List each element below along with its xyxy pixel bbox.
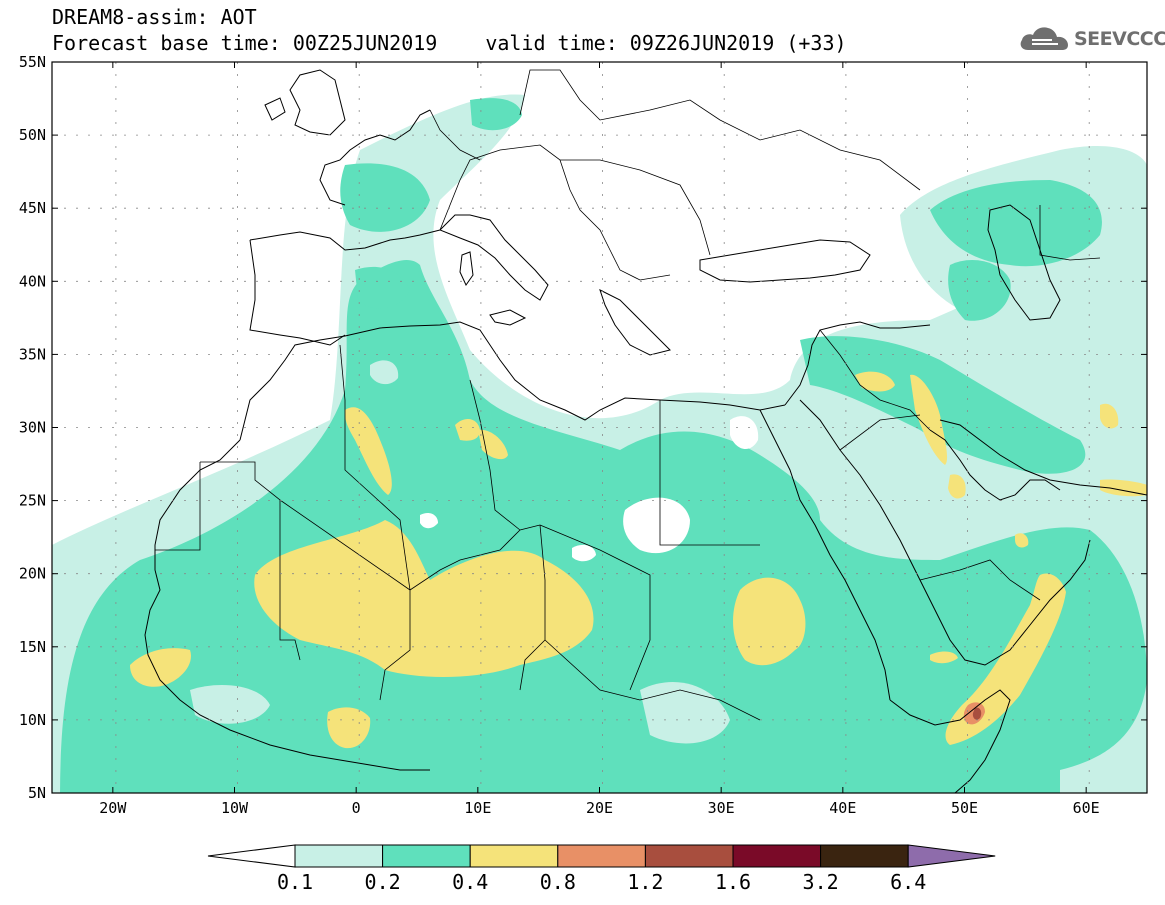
lat-tick-label: 35N	[19, 345, 46, 363]
colorbar-label: 0.2	[365, 870, 401, 894]
aot-field	[52, 62, 1147, 793]
lon-tick-label: 20W	[99, 799, 127, 817]
country-borders	[155, 69, 1101, 721]
lon-tick-label: 10E	[464, 799, 491, 817]
lon-tick-label: 30E	[708, 799, 735, 817]
lon-tick-label: 60E	[1073, 799, 1100, 817]
seevccc-logo: SEEVCCC	[1018, 22, 1165, 56]
lat-tick-label: 50N	[19, 126, 46, 144]
colorbar-label: 1.2	[627, 870, 663, 894]
colorbar-bin	[820, 844, 909, 868]
colorbar-label: 0.8	[540, 870, 576, 894]
aot-level-0.2	[60, 98, 1147, 793]
colorbar-label: 0.1	[277, 870, 313, 894]
cloud-icon	[1020, 27, 1068, 50]
lat-tick-label: 55N	[19, 53, 46, 71]
aot-level-0.4	[130, 371, 1147, 749]
colorbar-bin	[469, 844, 559, 868]
longitude-axis: 20W 10W 0 10E 20E 30E 40E 50E 60E	[99, 62, 1100, 817]
colorbar-bin	[644, 844, 734, 868]
latitude-axis: 55N 50N 45N 40N 35N 30N 25N 20N 15N 10N 5N	[19, 53, 1147, 802]
lon-tick-label: 0	[352, 799, 361, 817]
lat-tick-label: 20N	[19, 565, 46, 583]
colorbar-bin	[382, 844, 471, 868]
lat-tick-label: 10N	[19, 711, 46, 729]
forecast-valid-time: valid time: 09Z26JUN2019 (+33)	[485, 31, 847, 55]
lat-tick-label: 5N	[28, 784, 46, 802]
lat-tick-label: 15N	[19, 638, 46, 656]
colorbar-label: 6.4	[890, 870, 926, 894]
colorbar-bin	[732, 844, 822, 868]
aot-level-0.1-interior	[190, 360, 890, 744]
parallels	[52, 134, 1147, 721]
lat-tick-label: 40N	[19, 272, 46, 290]
colorbar-bin	[557, 844, 646, 868]
colorbar-bin	[294, 844, 384, 868]
colorbar: 0.1 0.2 0.4 0.8 1.2 1.6 3.2 6.4	[207, 844, 996, 894]
lon-tick-label: 10W	[221, 799, 249, 817]
map-title: DREAM8-assim: AOT	[52, 5, 257, 29]
lat-tick-label: 45N	[19, 199, 46, 217]
colorbar-label: 3.2	[803, 870, 839, 894]
lat-tick-label: 30N	[19, 419, 46, 437]
lat-tick-label: 25N	[19, 492, 46, 510]
colorbar-label: 0.4	[452, 870, 488, 894]
meridians	[115, 62, 1090, 793]
forecast-time-line: Forecast base time: 00Z25JUN2019 valid ti…	[52, 32, 847, 54]
lon-tick-label: 50E	[951, 799, 978, 817]
aot-clear-patches	[420, 416, 759, 562]
colorbar-over-arrow	[907, 844, 996, 868]
aot-level-0.8-1.2	[963, 702, 985, 725]
lon-tick-label: 40E	[829, 799, 856, 817]
colorbar-under-arrow	[207, 844, 296, 868]
forecast-base-time: Forecast base time: 00Z25JUN2019	[52, 31, 438, 55]
coastlines	[144, 69, 1147, 793]
colorbar-label: 1.6	[715, 870, 751, 894]
lon-tick-label: 20E	[586, 799, 613, 817]
logo-text: SEEVCCC	[1074, 28, 1165, 50]
